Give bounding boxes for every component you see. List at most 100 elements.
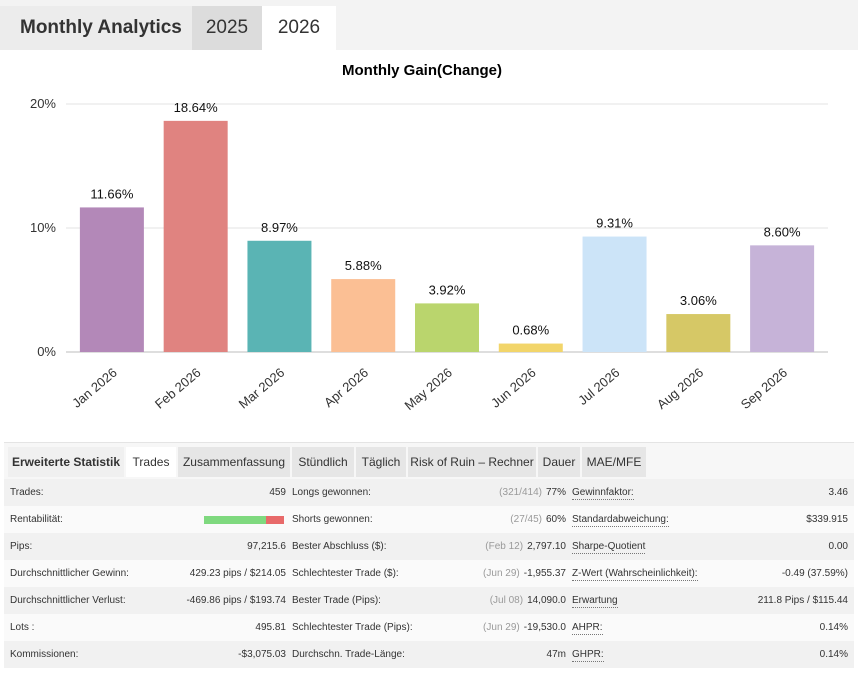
stat-value: 429.23 pips / $214.05 bbox=[189, 568, 286, 579]
tab-trades[interactable]: Trades bbox=[126, 447, 176, 477]
stat-date: (Jun 29) bbox=[483, 622, 520, 633]
stat-help-link[interactable]: Z-Wert (Wahrscheinlichkeit): bbox=[572, 568, 698, 581]
stat-value: 211.8 Pips / $115.44 bbox=[757, 595, 848, 606]
stat-value-group: (Jul 08) 14,090.0 bbox=[490, 587, 566, 614]
stat-help-link[interactable]: Sharpe-Quotient bbox=[572, 541, 646, 554]
stat-value: -0.49 (37.59%) bbox=[781, 568, 848, 579]
stat-label: Kommissionen: bbox=[10, 649, 79, 660]
monthly-gain-chart: Monthly Gain(Change) 0% 10% 20% 11.66% Jan 2… bbox=[30, 62, 828, 413]
table-row: Durchschnittlicher Verlust: -469.86 pips… bbox=[4, 587, 854, 614]
stat-label: Rentabilität: bbox=[10, 514, 63, 525]
x-tick-label: Jan 2026 bbox=[69, 365, 120, 411]
stat-value: -19,530.0 bbox=[523, 622, 566, 633]
data-label: 18.64% bbox=[174, 100, 219, 115]
data-label: 8.60% bbox=[764, 224, 801, 239]
stat-help-link[interactable]: Gewinnfaktor: bbox=[572, 487, 634, 500]
stat-value: 0.14% bbox=[819, 649, 848, 660]
stat-date: (Feb 12) bbox=[485, 541, 524, 552]
stat-value: 77% bbox=[545, 487, 566, 498]
bar-may-2026[interactable] bbox=[415, 303, 479, 352]
table-row: Rentabilität: Shorts gewonnen: (27/45) 60… bbox=[4, 506, 854, 533]
stat-help-link[interactable]: GHPR: bbox=[572, 649, 604, 662]
table-row: Kommissionen: -$3,075.03 Durchschn. Trad… bbox=[4, 641, 854, 668]
bar-feb-2026[interactable] bbox=[163, 120, 228, 352]
bar-jan-2026[interactable] bbox=[79, 207, 144, 352]
stat-value-group: (27/45) 60% bbox=[510, 506, 566, 533]
bar-jun-2026[interactable] bbox=[498, 343, 563, 352]
stat-label: Durchschnittlicher Verlust: bbox=[10, 595, 126, 606]
stat-value: 47m bbox=[546, 649, 566, 660]
y-tick-label: 10% bbox=[30, 220, 56, 235]
tab-dauer[interactable]: Dauer bbox=[538, 447, 580, 477]
bar-jul-2026[interactable] bbox=[582, 236, 647, 352]
stat-value-group: (Feb 12) 2,797.10 bbox=[485, 533, 566, 560]
stat-ratio: (27/45) bbox=[510, 514, 542, 525]
stat-value: 0.00 bbox=[828, 541, 848, 552]
stat-label: Schlechtester Trade (Pips): bbox=[292, 622, 413, 633]
bar-aug-2026[interactable] bbox=[666, 314, 731, 352]
data-label: 8.97% bbox=[261, 220, 298, 235]
data-label: 9.31% bbox=[596, 216, 633, 231]
profitability-bar bbox=[204, 516, 284, 524]
x-tick-label: Mar 2026 bbox=[236, 365, 288, 412]
x-tick-label: Sep 2026 bbox=[738, 365, 790, 412]
y-tick-label: 20% bbox=[30, 96, 56, 111]
table-row: Durchschnittlicher Gewinn: 429.23 pips /… bbox=[4, 560, 854, 587]
statistics-panel: Erweiterte Statistik Trades Zusammenfass… bbox=[4, 442, 854, 668]
table-row: Lots : 495.81 Schlechtester Trade (Pips)… bbox=[4, 614, 854, 641]
stat-value: 60% bbox=[545, 514, 566, 525]
tab-year-2026[interactable]: 2026 bbox=[262, 6, 336, 50]
stat-label: Durchschnittlicher Gewinn: bbox=[10, 568, 129, 579]
stat-value: 459 bbox=[269, 487, 286, 498]
stat-value: $339.915 bbox=[806, 514, 848, 525]
tab-stuendlich[interactable]: Stündlich bbox=[292, 447, 354, 477]
stat-help-link[interactable]: AHPR: bbox=[572, 622, 603, 635]
tab-risk-of-ruin[interactable]: Risk of Ruin – Rechner bbox=[408, 447, 536, 477]
stat-date: (Jul 08) bbox=[489, 595, 524, 606]
stat-value: 2,797.10 bbox=[527, 541, 566, 552]
data-label: 11.66% bbox=[90, 186, 134, 201]
tab-mae-mfe[interactable]: MAE/MFE bbox=[582, 447, 646, 477]
stat-help-link[interactable]: Erwartung bbox=[572, 595, 618, 608]
stat-value-group: (321/414) 77% bbox=[499, 479, 566, 506]
stat-label: Shorts gewonnen: bbox=[292, 514, 373, 525]
stat-value: 495.81 bbox=[255, 622, 286, 633]
stat-value: 97,215.6 bbox=[247, 541, 286, 552]
stat-label: Trades: bbox=[10, 487, 44, 498]
stat-value: -$3,075.03 bbox=[238, 649, 286, 660]
bar-mar-2026[interactable] bbox=[247, 240, 312, 352]
bar-sep-2026[interactable] bbox=[750, 245, 815, 352]
stat-label: Bester Abschluss ($): bbox=[292, 541, 387, 552]
x-tick-label: Jun 2026 bbox=[488, 365, 539, 411]
data-label: 5.88% bbox=[345, 258, 382, 273]
stat-label: Durchschn. Trade-Länge: bbox=[292, 649, 405, 660]
tab-taeglich[interactable]: Täglich bbox=[356, 447, 406, 477]
stat-value: -469.86 pips / $193.74 bbox=[186, 595, 286, 606]
stat-value: 14,090.0 bbox=[527, 595, 566, 606]
data-label: 0.68% bbox=[512, 323, 549, 338]
stat-value: 0.14% bbox=[819, 622, 848, 633]
tab-erweiterte-statistik[interactable]: Erweiterte Statistik bbox=[8, 447, 124, 477]
stat-label: Bester Trade (Pips): bbox=[292, 595, 381, 606]
x-tick-label: Feb 2026 bbox=[152, 365, 204, 412]
stat-label: Schlechtester Trade ($): bbox=[292, 568, 399, 579]
data-label: 3.06% bbox=[680, 293, 717, 308]
stat-value-group: (Jun 29) -19,530.0 bbox=[483, 614, 566, 641]
table-row: Pips: 97,215.6 Bester Abschluss ($): (Fe… bbox=[4, 533, 854, 560]
tab-zusammenfassung[interactable]: Zusammenfassung bbox=[178, 447, 290, 477]
stat-label: Longs gewonnen: bbox=[292, 487, 371, 498]
stat-date: (Jun 29) bbox=[483, 568, 520, 579]
top-bar: Monthly Analytics 2025 2026 bbox=[0, 0, 858, 50]
table-row: Trades: 459 Longs gewonnen: (321/414) 77%… bbox=[4, 479, 854, 506]
x-tick-label: Apr 2026 bbox=[321, 365, 371, 410]
stat-label: Lots : bbox=[10, 622, 35, 633]
profitability-win-fill bbox=[204, 516, 266, 524]
stat-value-group: 47m bbox=[543, 641, 566, 668]
stat-label: Pips: bbox=[10, 541, 33, 552]
chart-title: Monthly Gain(Change) bbox=[342, 62, 502, 79]
data-label: 3.92% bbox=[429, 282, 466, 297]
x-tick-label: Jul 2026 bbox=[575, 365, 622, 408]
tab-year-2025[interactable]: 2025 bbox=[192, 6, 262, 50]
stat-help-link[interactable]: Standardabweichung: bbox=[572, 514, 669, 527]
bar-apr-2026[interactable] bbox=[331, 279, 396, 352]
